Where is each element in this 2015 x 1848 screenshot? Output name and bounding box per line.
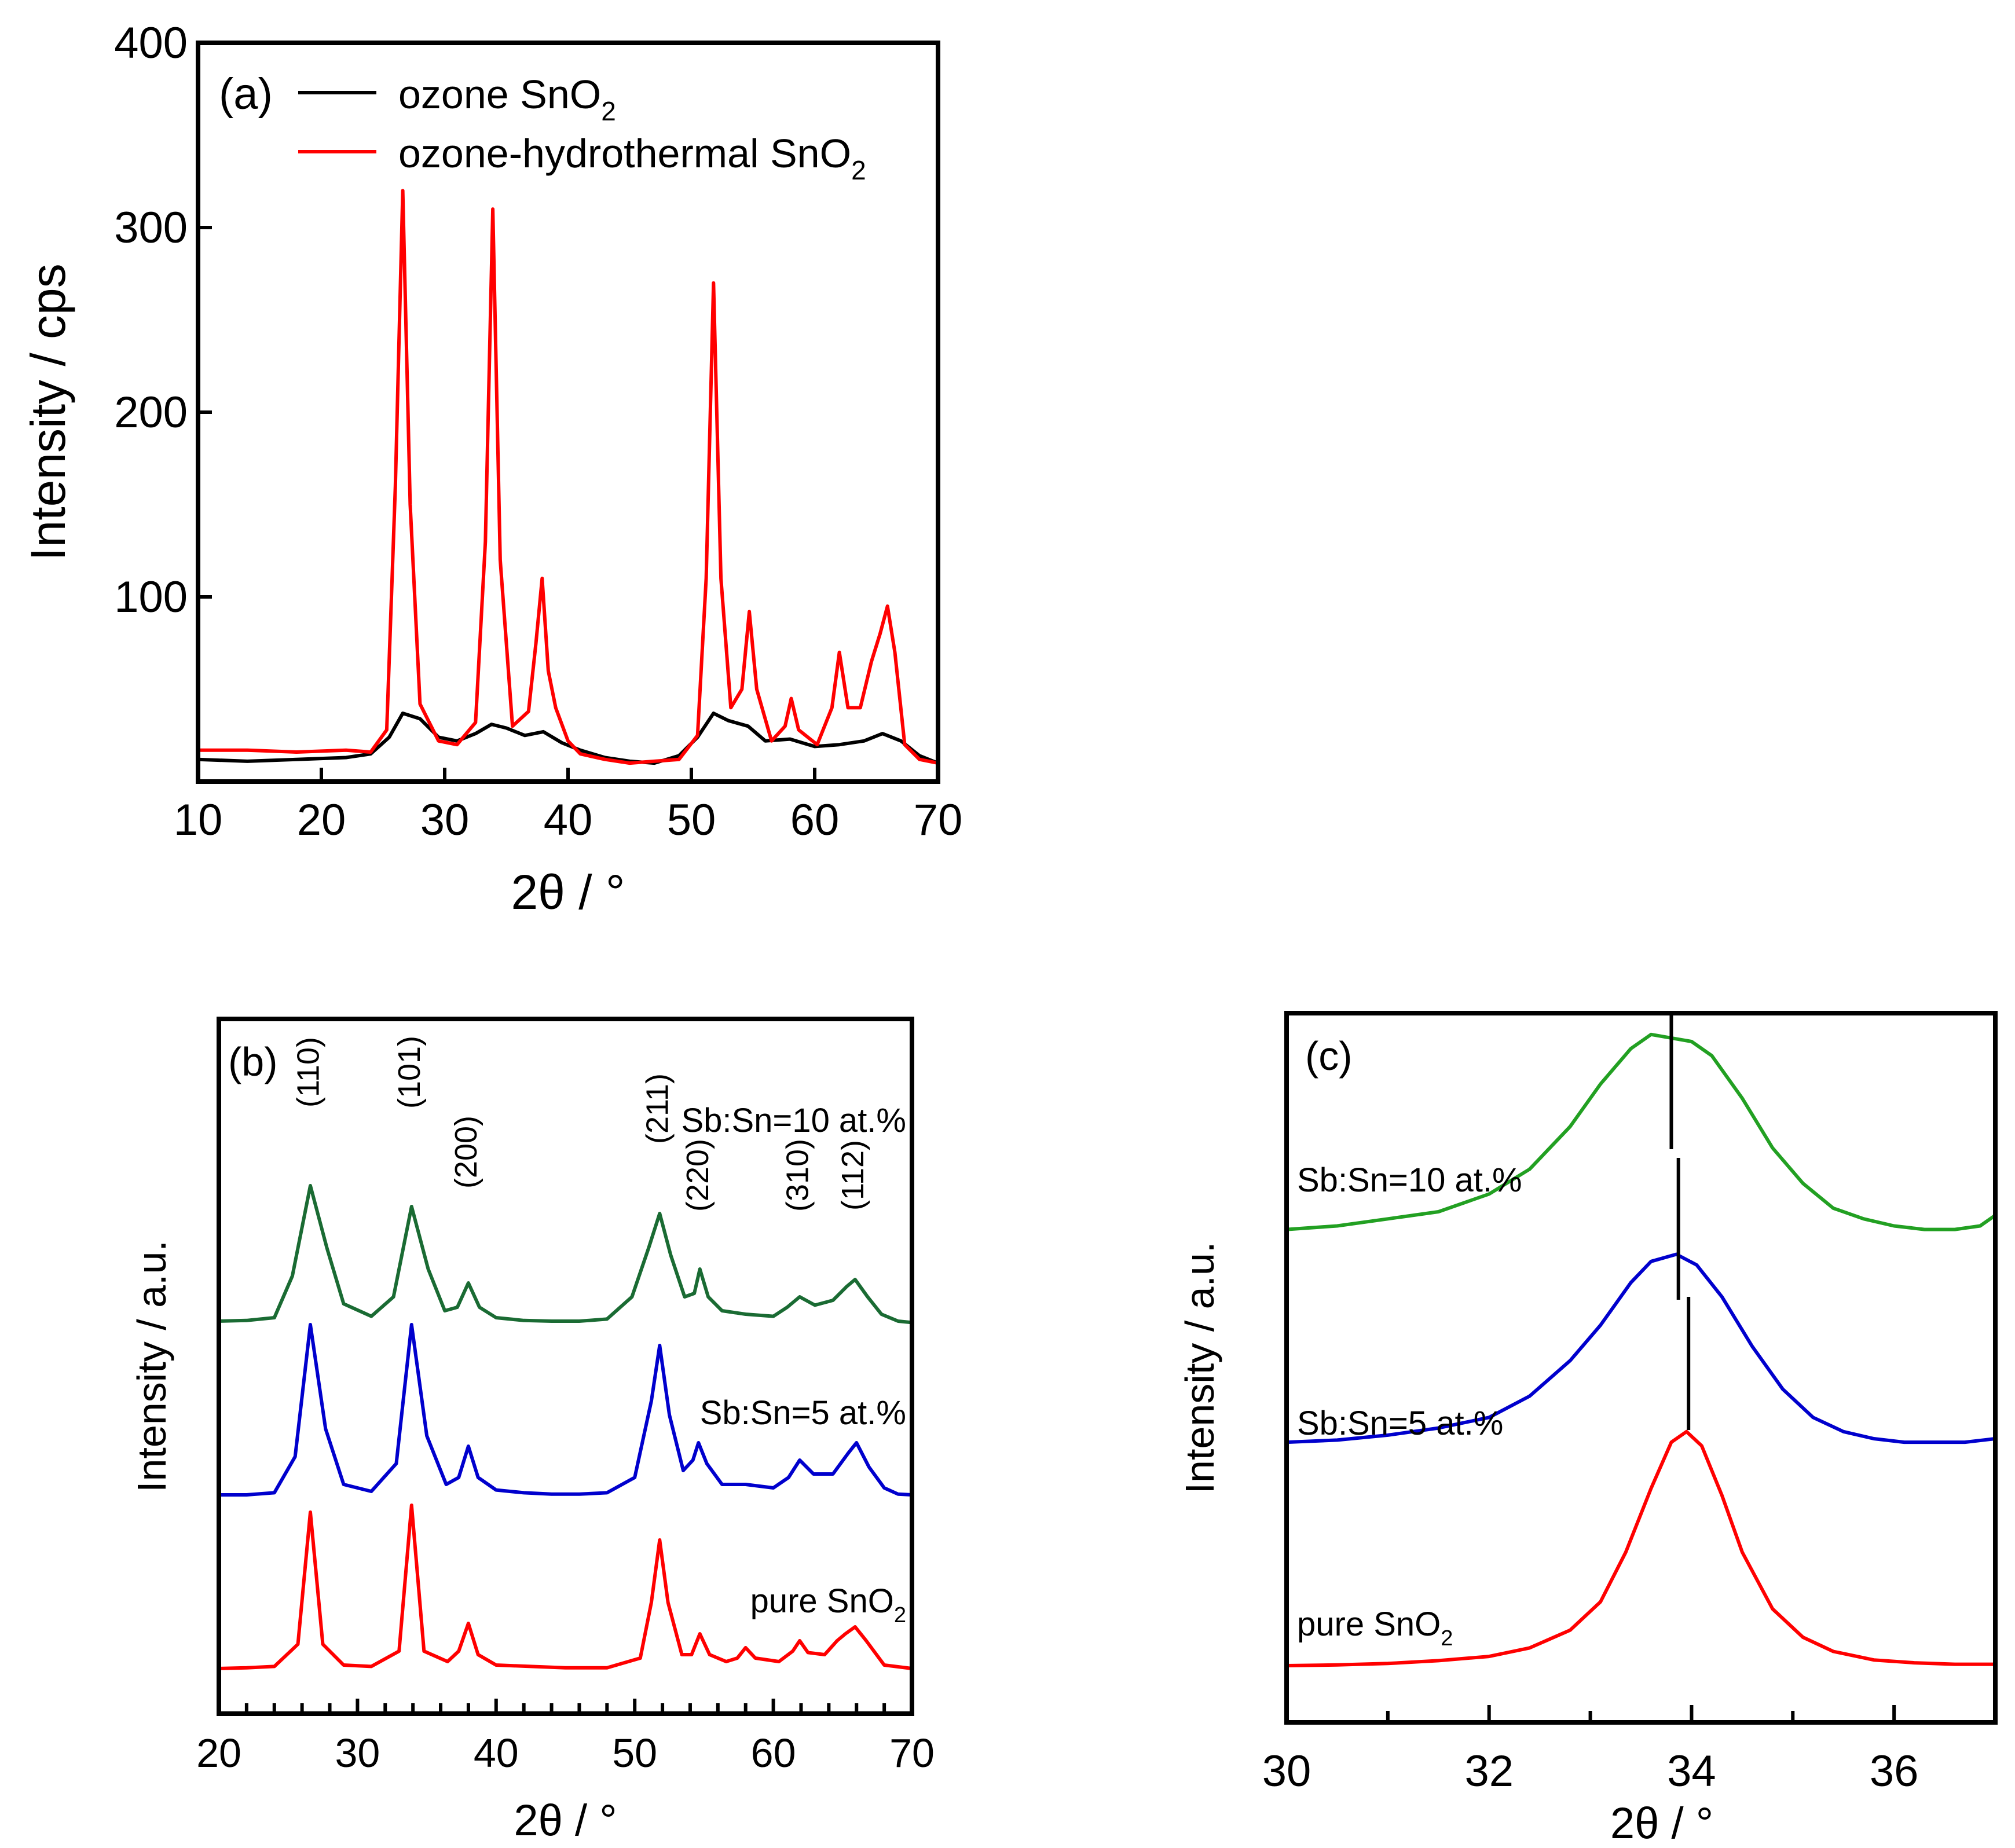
peak-label-b: (220) — [680, 1139, 715, 1212]
legend-label-a-0: ozone SnO2 — [398, 72, 616, 126]
series-label-c-2-text: pure SnO — [1297, 1605, 1441, 1643]
series-label-c-0: Sb:Sn=10 at.% — [1297, 1161, 1522, 1199]
chart-panel-b: 20 30 40 50 60 70 2θ / ° Intensity / a.u. (b) (11… — [129, 1017, 935, 1845]
y-axis-label-a: Intensity / cps — [21, 263, 75, 561]
plot-frame-b — [217, 1017, 914, 1716]
legend-label-a-0-text: ozone SnO — [398, 72, 601, 117]
series-label-c-0-text: Sb:Sn=10 at.% — [1297, 1161, 1522, 1199]
series-line-c-1 — [1285, 1252, 1997, 1444]
series-line-b-1 — [217, 1323, 914, 1497]
x-tick-label-b: 30 — [335, 1730, 380, 1776]
x-tick-label-a: 10 — [174, 795, 223, 845]
x-tick-label-b: 70 — [889, 1730, 935, 1776]
series-label-b-1-text: Sb:Sn=5 at.% — [700, 1394, 906, 1432]
x-tick-label-c: 32 — [1464, 1747, 1514, 1796]
panel-label-b: (b) — [228, 1039, 278, 1084]
series-label-b-2-text: pure SnO — [750, 1582, 894, 1620]
x-tick-label-c: 34 — [1667, 1747, 1716, 1796]
series-line-c-0 — [1285, 1032, 1997, 1231]
series-line-a-0 — [196, 712, 940, 765]
legend-label-a-1-text: ozone-hydrothermal SnO — [398, 131, 851, 176]
series-line-b-0 — [217, 1184, 914, 1325]
series-line-b-2 — [217, 1504, 914, 1670]
chart-panel-c: 30 32 34 36 2θ / ° Intensity / a.u. (c) Sb:Sn=1… — [1177, 1011, 1998, 1848]
series-line-c-2 — [1285, 1429, 1997, 1667]
plot-frame-c — [1284, 1011, 1998, 1725]
series-label-c-2-subscript: 2 — [1441, 1626, 1453, 1651]
peak-label-b: (200) — [449, 1116, 483, 1189]
y-tick-label-a: 200 — [114, 388, 188, 437]
legend-label-a-1-subscript: 2 — [851, 155, 866, 185]
legend-label-a-1: ozone-hydrothermal SnO2 — [398, 131, 866, 185]
x-tick-label-c: 30 — [1262, 1747, 1311, 1796]
y-axis-label-c: Intensity / a.u. — [1177, 1242, 1222, 1494]
peak-label-b: (211) — [640, 1073, 675, 1144]
series-label-b-0: Sb:Sn=10 at.% — [681, 1102, 906, 1139]
x-tick-label-a: 60 — [790, 795, 840, 845]
series-label-c-1: Sb:Sn=5 at.% — [1297, 1405, 1503, 1442]
chart-panel-a: 10 20 30 40 50 60 70 100 200 300 400 2θ / ° Intensit… — [21, 19, 962, 919]
series-label-b-1: Sb:Sn=5 at.% — [700, 1394, 906, 1432]
x-axis-label-c: 2θ / ° — [1610, 1799, 1713, 1848]
x-tick-label-b: 20 — [196, 1730, 241, 1776]
x-tick-label-b: 60 — [751, 1730, 796, 1776]
y-tick-label-a: 300 — [114, 203, 188, 252]
series-label-b-2-subscript: 2 — [894, 1603, 906, 1627]
legend-label-a-0-subscript: 2 — [601, 96, 616, 126]
x-axis-label-a: 2θ / ° — [511, 865, 625, 919]
series-label-b-2: pure SnO2 — [750, 1582, 906, 1627]
peak-label-b: (112) — [836, 1140, 870, 1211]
y-axis-label-b: Intensity / a.u. — [129, 1240, 174, 1493]
series-line-a-1 — [196, 189, 940, 765]
panel-label-a: (a) — [219, 69, 273, 119]
x-tick-label-a: 40 — [544, 795, 593, 845]
x-tick-label-b: 50 — [612, 1730, 657, 1776]
series-label-b-0-text: Sb:Sn=10 at.% — [681, 1102, 906, 1139]
series-label-c-1-text: Sb:Sn=5 at.% — [1297, 1405, 1503, 1442]
y-tick-label-a: 400 — [114, 19, 188, 68]
series-label-c-2: pure SnO2 — [1297, 1605, 1453, 1651]
peak-label-b: (110) — [291, 1037, 325, 1108]
x-tick-label-a: 50 — [667, 795, 716, 845]
panel-label-c: (c) — [1305, 1033, 1353, 1079]
x-tick-label-b: 40 — [474, 1730, 519, 1776]
x-axis-label-b: 2θ / ° — [514, 1796, 617, 1845]
y-tick-label-a: 100 — [114, 573, 188, 622]
x-tick-label-c: 36 — [1870, 1747, 1919, 1796]
peak-label-b: (101) — [392, 1036, 427, 1109]
x-tick-label-a: 20 — [297, 795, 346, 845]
x-tick-label-a: 70 — [914, 795, 963, 845]
peak-label-b: (310) — [780, 1139, 815, 1212]
x-tick-label-a: 30 — [420, 795, 470, 845]
